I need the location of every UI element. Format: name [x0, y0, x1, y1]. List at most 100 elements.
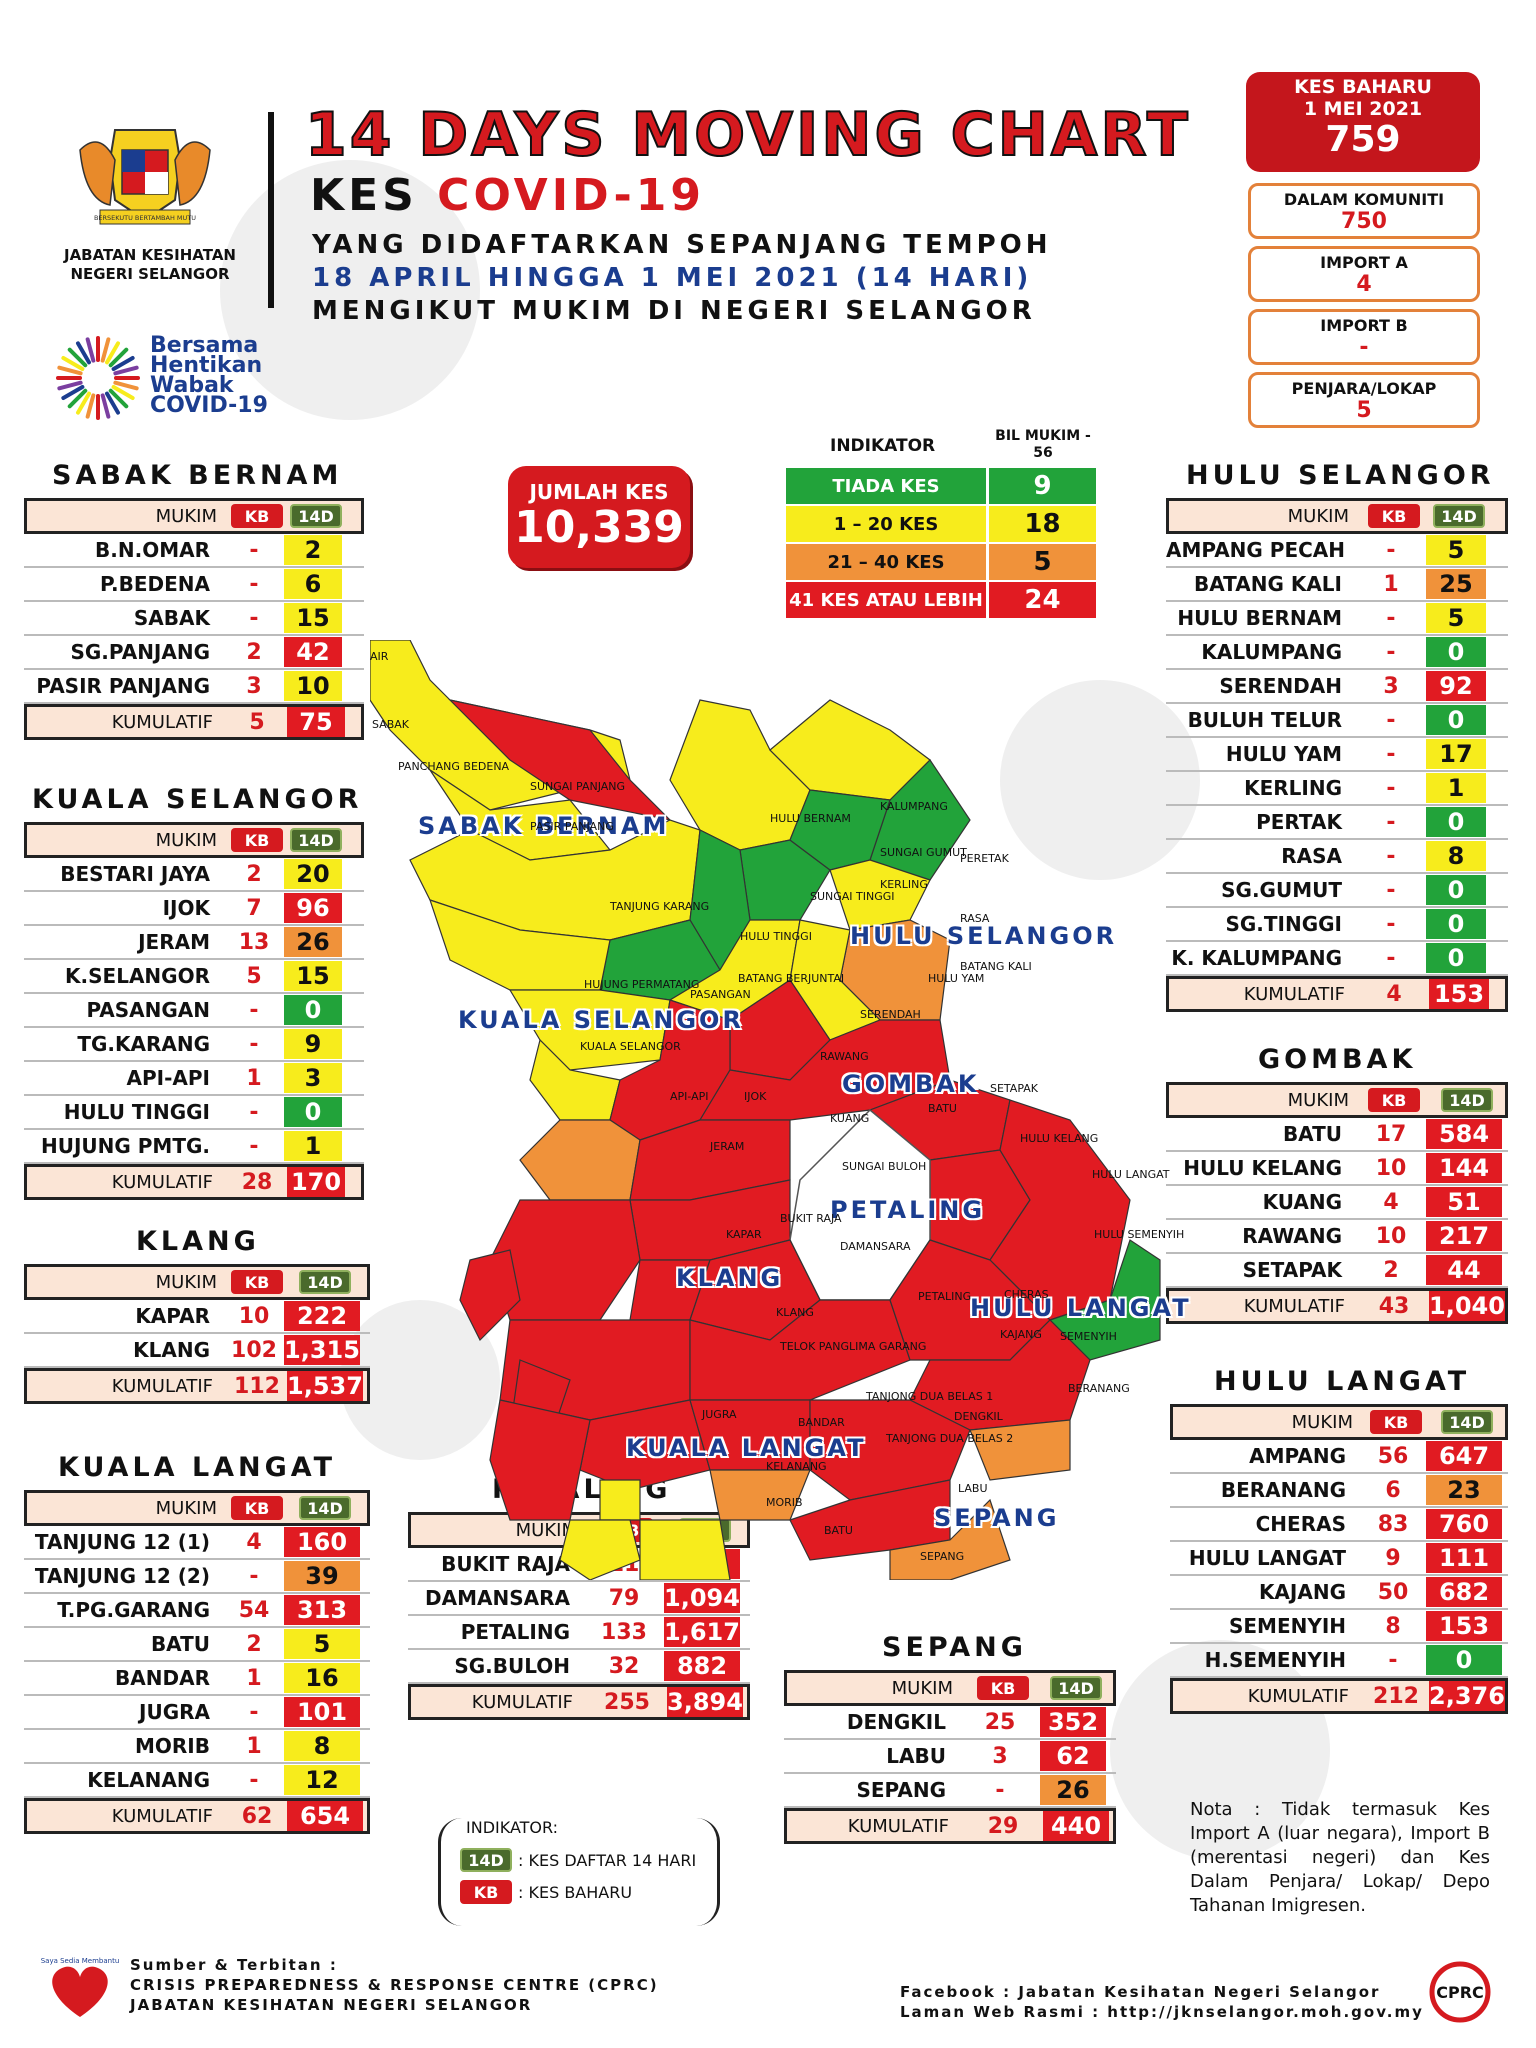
indicator-label: 21 – 40 KES: [827, 551, 945, 573]
map-region-tanjong-dua-belas-2: [709, 1469, 811, 1521]
footer-source-jkn: JABATAN KESIHATAN NEGERI SELANGOR: [130, 1996, 533, 2014]
d14-value: 0: [284, 1097, 342, 1127]
map-mukim-label: API-API: [670, 1090, 709, 1103]
district-table-gombak: MUKIM KB 14D BATU 17 584 HULU KELANG 10 144 KUANG…: [1166, 1082, 1508, 1324]
table-row: PASANGAN -0: [24, 994, 364, 1028]
table-row: DAMANSARA 79 1,094: [408, 1582, 750, 1616]
kb-value: 3: [246, 673, 262, 699]
table-row: HULU KELANG 10 144: [1166, 1152, 1508, 1186]
selangor-map: [370, 640, 1161, 1580]
header-divider: [268, 112, 274, 308]
map-mukim-label: TANJUNG KARANG: [610, 900, 710, 913]
d14-value: 101: [284, 1697, 360, 1727]
table-header: MUKIM KB 14D: [1166, 1082, 1508, 1118]
d14-value: 62: [1040, 1741, 1106, 1771]
table-row: SG.GUMUT - 0: [1166, 874, 1508, 908]
kumulatif-row: KUMULATIF 62 654: [24, 1798, 370, 1834]
kb-value: -: [1386, 537, 1396, 563]
mukim-name: BUKIT RAJA: [441, 1552, 570, 1576]
district-title-kuala-langat: KUALA LANGAT: [58, 1452, 337, 1483]
kes-baharu-value: 759: [1325, 119, 1401, 160]
kb-value: 32: [608, 1653, 640, 1679]
district-table-kuala-langat: MUKIM KB 14D TANJUNG 12 (1) 4 160 TANJUNG 12 (…: [24, 1490, 370, 1834]
kumulatif-label: KUMULATIF: [847, 1815, 949, 1837]
mukim-name: PETALING: [460, 1620, 570, 1644]
kb-pill: KB: [977, 1676, 1029, 1700]
map-mukim-label: BERANANG: [1068, 1382, 1130, 1395]
district-title-kuala-selangor: KUALA SELANGOR: [32, 784, 363, 815]
d14-value: 217: [1426, 1221, 1502, 1251]
kb-value: -: [1386, 707, 1396, 733]
table-row: JUGRA -101: [24, 1696, 370, 1730]
map-mukim-label: PANCHANG BEDENA: [398, 760, 510, 773]
table-row: AMPANG 56 647: [1170, 1440, 1508, 1474]
kumulatif-kb: 28: [241, 1169, 273, 1195]
mukim-name: AMPANG PECAH: [1166, 538, 1346, 562]
map-label-sabak-bernam: SABAK BERNAM: [418, 812, 670, 840]
indicator-row: 41 KES ATAU LEBIH 24: [786, 582, 1096, 618]
map-mukim-label: KERLING: [880, 878, 928, 891]
table-row: RAWANG 10 217: [1166, 1220, 1508, 1254]
d14-value: 25: [1426, 569, 1486, 599]
d14-value: 882: [664, 1651, 740, 1681]
mukim-name: SG.GUMUT: [1221, 878, 1342, 902]
d14-header-cell: 14D: [1429, 504, 1489, 528]
mukim-name: P.BEDENA: [100, 572, 210, 596]
district-table-sabak-bernam: MUKIM KB 14D B.N.OMAR -2 P.BEDENA -6 SABAK -15 SG…: [24, 498, 364, 740]
table-row: T.PG.GARANG 54 313: [24, 1594, 370, 1628]
table-row: BERANANG 6 23: [1170, 1474, 1508, 1508]
map-mukim-label: KAPAR: [726, 1228, 762, 1241]
campaign-line: COVID-19: [150, 393, 268, 418]
kb-value: -: [1386, 605, 1396, 631]
mukim-header: MUKIM: [1287, 1089, 1349, 1111]
map-mukim-label: SUNGAI GUMUT: [880, 846, 967, 859]
d14-value: 0: [1426, 807, 1486, 837]
kb-value: 2: [246, 861, 262, 887]
mukim-name: TG.KARANG: [77, 1032, 210, 1056]
mukim-name: BATU: [150, 1632, 210, 1656]
d14-pill: 14D: [299, 1270, 351, 1294]
subtitle-kes: KES: [310, 170, 418, 221]
map-label-hulu-langat: HULU LANGAT: [970, 1294, 1192, 1322]
kb-header-cell: KB: [227, 504, 287, 528]
kb-value: 6: [1385, 1477, 1401, 1503]
kumulatif-label: KUMULATIF: [1247, 1685, 1349, 1707]
kb-header-cell: KB: [1359, 504, 1429, 528]
map-mukim-label: KELANANG: [766, 1460, 827, 1473]
mukim-name: SABAK: [133, 606, 210, 630]
kumulatif-label: KUMULATIF: [1243, 1295, 1345, 1317]
map-mukim-label: BATU: [824, 1524, 853, 1537]
mukim-name: BULUH TELUR: [1187, 708, 1342, 732]
table-row: LABU 3 62: [784, 1740, 1116, 1774]
d14-value: 647: [1426, 1441, 1502, 1471]
kumulatif-label: KUMULATIF: [111, 1805, 213, 1827]
table-row: IJOK 7 96: [24, 892, 364, 926]
d14-value: 160: [284, 1527, 360, 1557]
indicator-label: 41 KES ATAU LEBIH: [789, 589, 983, 611]
kumulatif-label: KUMULATIF: [1243, 983, 1345, 1005]
d14-value: 0: [1426, 1645, 1502, 1675]
kb-value: -: [1386, 843, 1396, 869]
d14-value: 0: [1426, 909, 1486, 939]
map-region-pulau-ketam: [459, 1249, 521, 1342]
mukim-name: T.PG.GARANG: [57, 1598, 210, 1622]
kumulatif-kb: 112: [234, 1373, 280, 1399]
kb-value: 17: [1375, 1121, 1407, 1147]
bil-mukim-header: BIL MUKIM - 56: [995, 428, 1091, 461]
kb-pill: KB: [231, 504, 283, 528]
mukim-name: KLANG: [133, 1338, 210, 1362]
table-row: AMPANG PECAH - 5: [1166, 534, 1508, 568]
kb-value: 8: [1385, 1613, 1401, 1639]
mukim-header: MUKIM: [515, 1519, 577, 1541]
d14-value: 313: [284, 1595, 360, 1625]
jumlah-kes-box: JUMLAH KES 10,339: [508, 466, 690, 568]
indicator-row: 21 – 40 KES 5: [786, 544, 1096, 580]
stat-label: IMPORT B: [1320, 316, 1408, 335]
map-region-jugra: [489, 1399, 591, 1521]
d14-value: 584: [1426, 1119, 1502, 1149]
kb-pill: KB: [1370, 1410, 1422, 1434]
kb-value: 2: [246, 1631, 262, 1657]
d14-value: 44: [1426, 1255, 1502, 1285]
table-row: H.SEMENYIH - 0: [1170, 1644, 1508, 1678]
map-mukim-label: PASIR PANJANG: [530, 820, 614, 833]
